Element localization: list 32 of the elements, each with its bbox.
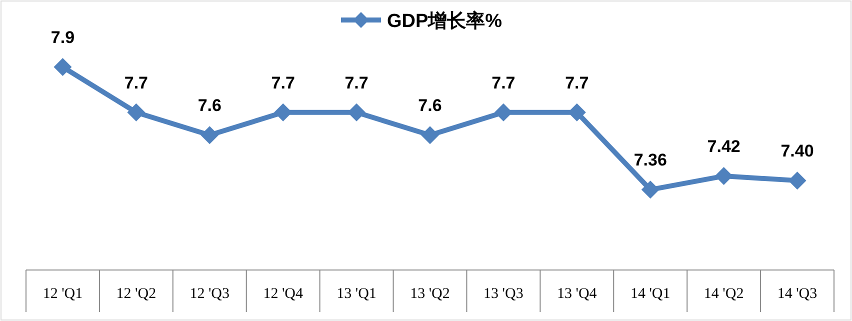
point [127, 103, 146, 122]
data-label: 7.7 [565, 73, 589, 92]
data-label: 7.6 [418, 96, 442, 116]
x-tick-label: 14 'Q3 [777, 286, 818, 302]
data-label: 7.7 [344, 73, 368, 92]
x-tick-label: 14 'Q1 [630, 286, 670, 302]
point [714, 167, 733, 186]
data-label: 7.7 [492, 73, 516, 92]
point [641, 180, 660, 199]
x-tick-label: 12 'Q2 [116, 286, 156, 302]
point [421, 126, 439, 144]
x-tick-label: 12 'Q3 [190, 286, 230, 302]
point [788, 172, 806, 190]
point [54, 58, 72, 76]
point [494, 103, 512, 122]
data-label: 7.6 [198, 96, 222, 116]
x-tick-label: 13 'Q4 [557, 286, 598, 302]
point [200, 126, 219, 144]
x-tick-label: 12 'Q4 [263, 286, 304, 302]
data-label: 7.9 [50, 28, 75, 47]
x-tick-label: 12 'Q1 [42, 286, 83, 302]
legend-label: GDP增长率% [387, 10, 502, 32]
x-tick-label: 13 'Q2 [410, 286, 450, 302]
data-label: 7.36 [634, 150, 667, 170]
x-tick-label: 14 'Q2 [704, 286, 744, 302]
data-label: 7.7 [124, 73, 148, 92]
data-label: 7.7 [271, 73, 295, 92]
x-tick-label: 13 'Q3 [484, 286, 524, 302]
data-label: 7.40 [780, 142, 814, 161]
point [348, 103, 366, 122]
x-tick-label: 13 'Q1 [336, 286, 376, 302]
data-label: 7.42 [707, 137, 740, 156]
